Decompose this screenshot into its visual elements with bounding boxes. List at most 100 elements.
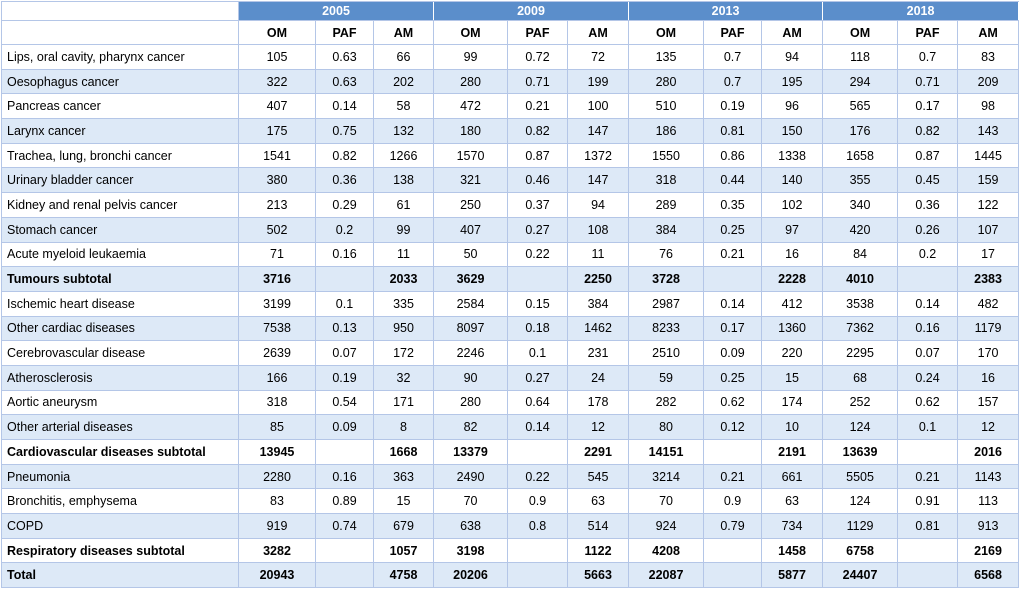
row-label: Acute myeloid leukaemia [1,241,239,268]
table-cell: 661 [761,463,824,490]
table-row: Acute myeloid leukaemia 71 0.16 11 50 0.22 11 7… [1,241,1020,268]
table-cell: 135 [628,44,705,70]
table-cell: 0.13 [315,315,374,342]
table-row: Aortic aneurysm 318 0.54 171 280 0.64 178 282 0.… [1,389,1020,416]
table-cell: 8097 [433,315,509,342]
table-cell: 0.17 [897,93,959,120]
row-label: Atherosclerosis [1,364,239,391]
row-label: Oesophagus cancer [1,68,239,95]
table-cell: 6758 [822,537,899,564]
table-cell: 108 [567,216,630,243]
empty-cell [897,537,959,564]
table-cell: 1360 [761,315,824,342]
table-cell: 138 [372,167,435,194]
table-cell: 0.75 [315,118,374,144]
table-cell: 2191 [761,439,824,465]
table-cell: 102 [761,192,824,218]
column-header: AM [761,20,824,45]
row-label: Lips, oral cavity, pharynx cancer [1,44,239,70]
table-cell: 63 [761,488,824,515]
table-cell: 0.45 [897,167,959,194]
table-cell: 0.63 [315,44,374,70]
table-cell: 0.82 [315,142,374,169]
table-cell: 0.24 [897,364,959,391]
table-cell: 0.36 [315,167,374,194]
table-cell: 3198 [433,537,509,564]
table-cell: 420 [822,216,899,243]
table-row: Other cardiac diseases 7538 0.13 950 8097 0.1… [1,315,1020,342]
empty-cell [703,266,763,292]
table-cell: 1143 [957,463,1020,490]
table-cell: 3199 [238,290,316,317]
row-label: Cardiovascular diseases subtotal [1,439,239,465]
table-cell: 2639 [238,340,316,366]
table-cell: 132 [372,118,435,144]
corner-cell [1,1,239,21]
table-header: 2005 2009 2013 2018 OM PAF AM OM PAF AM OM PAF AM OM… [1,1,1020,45]
table-cell: 16 [761,241,824,268]
table-cell: 734 [761,513,824,539]
table-cell: 100 [567,93,630,120]
table-cell: 0.36 [897,192,959,218]
table-cell: 13379 [433,439,509,465]
table-cell: 3538 [822,290,899,317]
row-label: Ischemic heart disease [1,290,239,317]
table-body: Lips, oral cavity, pharynx cancer 105 0.63… [1,44,1020,589]
table-cell: 0.12 [703,414,763,440]
column-row: OM PAF AM OM PAF AM OM PAF AM OM PAF AM [1,20,1020,45]
table-cell: 76 [628,241,705,268]
table-cell: 318 [628,167,705,194]
empty-cell [703,562,763,589]
table-cell: 2246 [433,340,509,366]
table-cell: 66 [372,44,435,70]
table-cell: 0.25 [703,216,763,243]
table-cell: 2584 [433,290,509,317]
table-cell: 147 [567,118,630,144]
table-cell: 0.7 [703,44,763,70]
table-cell: 335 [372,290,435,317]
row-label: Larynx cancer [1,118,239,144]
table-cell: 1266 [372,142,435,169]
table-cell: 545 [567,463,630,490]
year-header: 2009 [433,1,630,21]
table-cell: 0.09 [703,340,763,366]
table-cell: 202 [372,68,435,95]
table-cell: 318 [238,389,316,416]
table-cell: 0.18 [507,315,569,342]
row-label: Stomach cancer [1,216,239,243]
table-cell: 20206 [433,562,509,589]
table-cell: 2490 [433,463,509,490]
table-cell: 0.2 [897,241,959,268]
table-cell: 122 [957,192,1020,218]
table-cell: 0.19 [703,93,763,120]
table-cell: 174 [761,389,824,416]
table-cell: 90 [433,364,509,391]
table-cell: 83 [957,44,1020,70]
column-header: AM [567,20,630,45]
subtotal-row: Total 20943 4758 20206 5663 22087 5877 24407 656… [1,562,1020,589]
row-label: Total [1,562,239,589]
empty-cell [897,266,959,292]
table-cell: 4010 [822,266,899,292]
table-cell: 11 [372,241,435,268]
table-cell: 0.74 [315,513,374,539]
table-cell: 5877 [761,562,824,589]
table-row: Ischemic heart disease 3199 0.1 335 2584 0.15… [1,290,1020,317]
row-label: Cerebrovascular disease [1,340,239,366]
table-cell: 85 [238,414,316,440]
table-cell: 147 [567,167,630,194]
table-cell: 0.14 [897,290,959,317]
table-cell: 140 [761,167,824,194]
table-cell: 250 [433,192,509,218]
table-cell: 59 [628,364,705,391]
table-cell: 321 [433,167,509,194]
table-cell: 180 [433,118,509,144]
table-cell: 1458 [761,537,824,564]
table-cell: 294 [822,68,899,95]
table-cell: 72 [567,44,630,70]
table-cell: 280 [628,68,705,95]
table-row: Trachea, lung, bronchi cancer 1541 0.82 126… [1,142,1020,169]
table-cell: 0.25 [703,364,763,391]
table-cell: 124 [822,414,899,440]
